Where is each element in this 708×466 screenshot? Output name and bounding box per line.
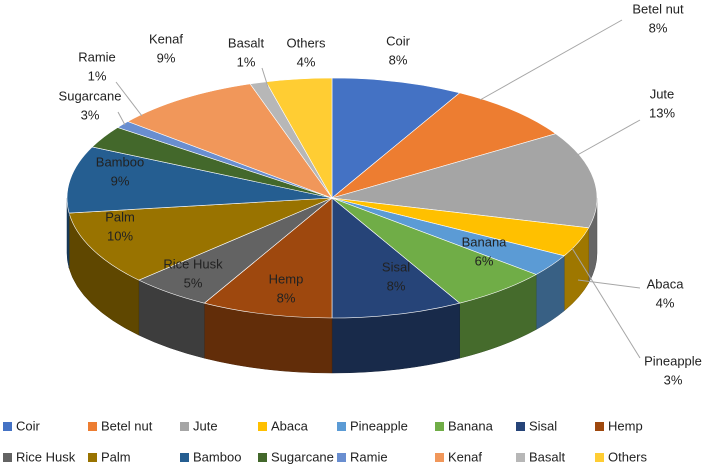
data-label: 3% xyxy=(664,372,683,387)
legend-swatch xyxy=(337,453,346,462)
data-label: 5% xyxy=(184,275,203,290)
slice-top xyxy=(331,92,557,199)
data-label-name: Banana xyxy=(462,234,508,249)
data-label-name: Palm xyxy=(105,209,135,224)
data-label-name: Ramie xyxy=(78,49,116,64)
legend-label: Betel nut xyxy=(101,418,153,433)
data-label: 1% xyxy=(237,54,256,69)
legend-label: Palm xyxy=(101,449,131,464)
slice-top xyxy=(203,197,333,319)
legend-label: Hemp xyxy=(608,418,643,433)
data-label: 3% xyxy=(81,107,100,122)
leader-line xyxy=(117,111,126,126)
data-label-name: Jute xyxy=(650,86,675,101)
leader-line xyxy=(115,81,143,117)
legend-label: Sugarcane xyxy=(271,449,334,464)
data-label-name: Sisal xyxy=(382,259,410,274)
slice xyxy=(331,197,565,330)
legend-swatch xyxy=(180,453,189,462)
data-label-name: Betel nut xyxy=(632,1,684,16)
legend-swatch xyxy=(258,422,267,431)
legend-label: Sisal xyxy=(529,418,557,433)
data-label-name: Sugarcane xyxy=(59,88,122,103)
legend-swatch xyxy=(595,422,604,431)
legend-label: Ramie xyxy=(350,449,388,464)
slice xyxy=(331,92,557,199)
legend-label: Rice Husk xyxy=(16,449,76,464)
legend-label: Pineapple xyxy=(350,418,408,433)
legend-swatch xyxy=(337,422,346,431)
data-label-name: Basalt xyxy=(228,35,265,50)
legend-swatch xyxy=(3,422,12,431)
legend-swatch xyxy=(258,453,267,462)
legend-swatch xyxy=(88,422,97,431)
data-label: 6% xyxy=(475,253,494,268)
leader-line xyxy=(571,247,641,359)
legend-swatch xyxy=(88,453,97,462)
slice-top xyxy=(66,146,333,214)
data-label: 4% xyxy=(297,54,316,69)
data-label-name: Kenaf xyxy=(149,31,183,46)
data-label-name: Rice Husk xyxy=(163,256,223,271)
slice xyxy=(331,133,598,284)
legend-swatch xyxy=(180,422,189,431)
slice xyxy=(66,146,333,269)
legend-label: Kenaf xyxy=(448,449,482,464)
leader-line xyxy=(571,119,641,159)
slice-top xyxy=(331,77,461,199)
data-label-name: Pineapple xyxy=(644,353,702,368)
legend-label: Coir xyxy=(16,418,41,433)
legend-swatch xyxy=(3,453,12,462)
data-label: 9% xyxy=(111,173,130,188)
leader-line xyxy=(577,279,641,289)
legend-swatch xyxy=(435,422,444,431)
data-label-name: Hemp xyxy=(269,271,304,286)
slice-top xyxy=(331,197,461,319)
legend-label: Others xyxy=(608,449,648,464)
leader-line xyxy=(479,19,623,101)
slice-top xyxy=(127,83,333,199)
data-label-name: Bamboo xyxy=(96,154,144,169)
data-label: 10% xyxy=(107,228,133,243)
data-label: 1% xyxy=(88,68,107,83)
data-label: 13% xyxy=(649,105,675,120)
legend-swatch xyxy=(516,422,525,431)
leader-line xyxy=(261,67,269,88)
slice xyxy=(331,197,461,374)
data-label: 9% xyxy=(157,50,176,65)
data-label: 8% xyxy=(389,52,408,67)
legend-label: Jute xyxy=(193,418,218,433)
slice xyxy=(68,197,333,336)
slice xyxy=(138,197,333,359)
data-label: 8% xyxy=(649,20,668,35)
legend-swatch xyxy=(516,453,525,462)
slice xyxy=(127,83,333,199)
slice xyxy=(203,197,333,374)
data-label: 8% xyxy=(387,278,406,293)
legend-label: Basalt xyxy=(529,449,566,464)
legend-swatch xyxy=(595,453,604,462)
legend-label: Bamboo xyxy=(193,449,241,464)
slice-top xyxy=(331,133,598,229)
slice-top xyxy=(68,197,333,281)
data-label-name: Abaca xyxy=(647,276,685,291)
legend-label: Banana xyxy=(448,418,494,433)
data-label: 8% xyxy=(277,290,296,305)
slice xyxy=(331,77,461,199)
legend-swatch xyxy=(435,453,444,462)
data-label-name: Others xyxy=(286,35,326,50)
legend-label: Abaca xyxy=(271,418,309,433)
data-label: 4% xyxy=(656,295,675,310)
data-label-name: Coir xyxy=(386,33,411,48)
